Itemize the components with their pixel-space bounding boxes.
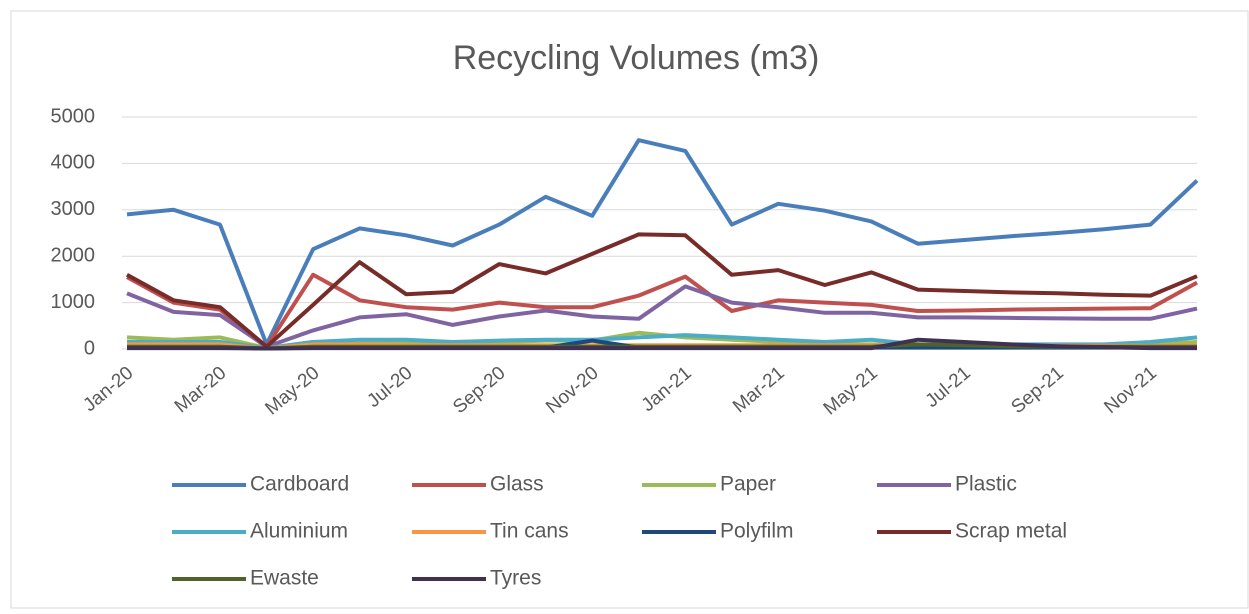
legend-label: Aluminium bbox=[250, 520, 348, 543]
legend-label: Scrap metal bbox=[955, 520, 1067, 543]
legend-label: Glass bbox=[490, 473, 544, 496]
series-line bbox=[126, 232, 1198, 349]
legend-label: Cardboard bbox=[250, 473, 349, 496]
series-line bbox=[126, 284, 1198, 349]
series-line bbox=[127, 337, 1197, 351]
legend-label: Paper bbox=[720, 473, 776, 496]
y-tick-label: 4000 bbox=[51, 152, 96, 174]
legend-label: Tin cans bbox=[490, 520, 569, 543]
series-line bbox=[126, 272, 1198, 349]
legend-label: Ewaste bbox=[250, 567, 319, 590]
legend-label: Tyres bbox=[490, 567, 541, 590]
y-tick-label: 2000 bbox=[51, 244, 96, 266]
y-tick-label: 3000 bbox=[51, 198, 96, 220]
chart-title: Recycling Volumes (m3) bbox=[453, 39, 820, 77]
legend-label: Plastic bbox=[955, 473, 1017, 496]
y-tick-label: 0 bbox=[84, 337, 95, 359]
y-tick-label: 1000 bbox=[51, 291, 96, 313]
y-tick-label: 5000 bbox=[51, 105, 96, 127]
legend-label: Polyfilm bbox=[720, 520, 794, 543]
series-line bbox=[126, 138, 1199, 347]
